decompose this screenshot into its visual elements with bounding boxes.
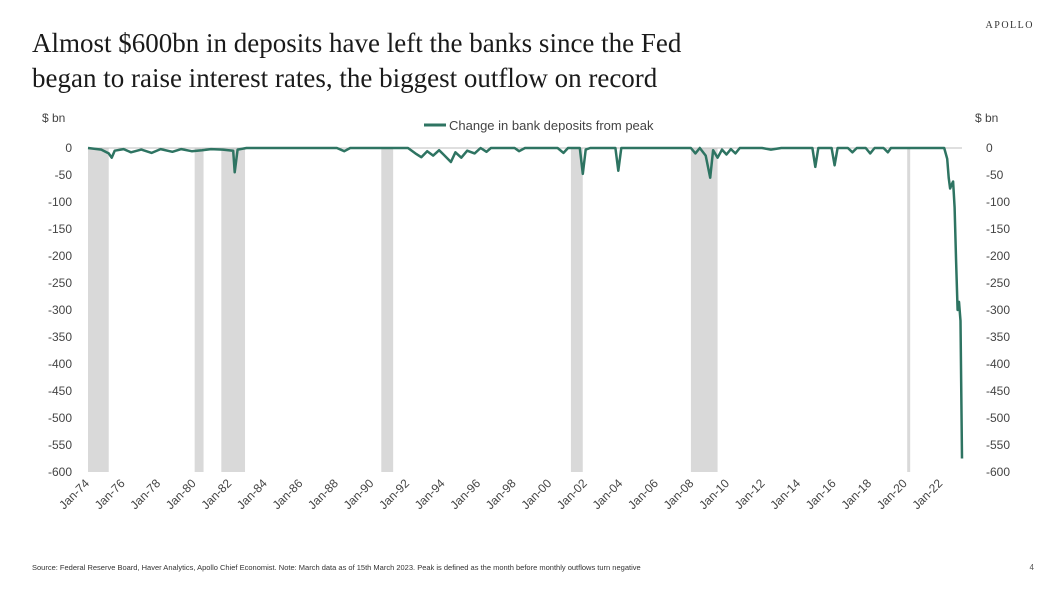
y-tick-left: -400 [48,357,72,371]
y-tick-left: -550 [48,438,72,452]
recession-band-4 [570,148,583,472]
y-tick-left: -100 [48,195,72,209]
x-tick-label: Jan-08 [661,476,697,512]
y-tick-right: -500 [986,411,1010,425]
y-tick-left: -350 [48,330,72,344]
x-tick-label: Jan-88 [305,476,341,512]
x-axis: Jan-74 Jan-76 Jan-78 Jan-80 Jan-82 Jan-84 Jan-… [56,476,945,512]
x-tick-label: Jan-18 [838,476,874,512]
x-tick-label: Jan-22 [910,476,946,512]
recession-band-5 [690,148,718,472]
x-tick-label: Jan-16 [803,476,839,512]
y-tick-right: -600 [986,465,1010,479]
y-tick-left: 0 [65,141,72,155]
x-tick-label: Jan-84 [234,476,270,512]
recession-band-2 [221,148,246,472]
recession-shading [88,148,911,472]
x-tick-label: Jan-82 [198,476,234,512]
legend-label: Change in bank deposits from peak [449,118,654,133]
y-tick-right: 0 [986,141,993,155]
x-tick-label: Jan-00 [518,476,554,512]
y-tick-right: -250 [986,276,1010,290]
y-tick-left: -150 [48,222,72,236]
x-tick-label: Jan-86 [270,476,306,512]
deposits-line-chart: 0-50-100-150-200-250-300-350-400-450-500… [42,111,1010,512]
y-axis-label-left: $ bn [42,111,65,125]
x-tick-label: Jan-04 [590,476,626,512]
y-tick-right: -550 [986,438,1010,452]
recession-band-6 [907,148,911,472]
y-tick-right: -350 [986,330,1010,344]
x-tick-label: Jan-12 [732,476,768,512]
series-line-deposits [87,146,964,459]
x-tick-label: Jan-14 [767,476,803,512]
y-tick-right: -50 [986,168,1004,182]
y-tick-right: -200 [986,249,1010,263]
y-tick-left: -600 [48,465,72,479]
x-tick-label: Jan-80 [163,476,199,512]
recession-band-0 [88,148,109,472]
y-tick-right: -400 [986,357,1010,371]
y-tick-left: -50 [55,168,73,182]
y-tick-right: -450 [986,384,1010,398]
y-axis-label-right: $ bn [975,111,998,125]
x-tick-label: Jan-06 [625,476,661,512]
x-tick-label: Jan-20 [874,476,910,512]
x-tick-label: Jan-92 [376,476,412,512]
y-tick-left: -200 [48,249,72,263]
x-tick-label: Jan-90 [341,476,377,512]
chart-title: Almost $600bn in deposits have left the … [32,26,912,96]
y-tick-left: -300 [48,303,72,317]
x-tick-label: Jan-74 [56,476,92,512]
x-tick-label: Jan-96 [447,476,483,512]
y-tick-right: -300 [986,303,1010,317]
y-tick-left: -450 [48,384,72,398]
y-axis-right: 0 -50 -100 -150 -200 -250 -300 -350 -400 -450 -500… [986,141,1010,479]
recession-band-1 [194,148,204,472]
y-tick-right: -100 [986,195,1010,209]
x-tick-label: Jan-76 [92,476,128,512]
x-tick-label: Jan-98 [483,476,519,512]
x-tick-label: Jan-78 [127,476,163,512]
x-tick-label: Jan-94 [412,476,448,512]
y-tick-right: -150 [986,222,1010,236]
apollo-logo: APOLLO [985,20,1034,31]
y-tick-left: -250 [48,276,72,290]
recession-band-3 [381,148,394,472]
title-line-2: began to raise interest rates, the bigge… [32,63,658,93]
x-tick-label: Jan-02 [554,476,590,512]
x-tick-label: Jan-10 [696,476,732,512]
y-axis-left: 0 -50 -100 -150 -200 -250 -300 -350 -400 -450 -500… [48,141,72,479]
page-number: 4 [1029,563,1034,572]
y-tick-left: -500 [48,411,72,425]
title-line-1: Almost $600bn in deposits have left the … [32,28,682,58]
source-note: Source: Federal Reserve Board, Haver Ana… [32,563,641,572]
